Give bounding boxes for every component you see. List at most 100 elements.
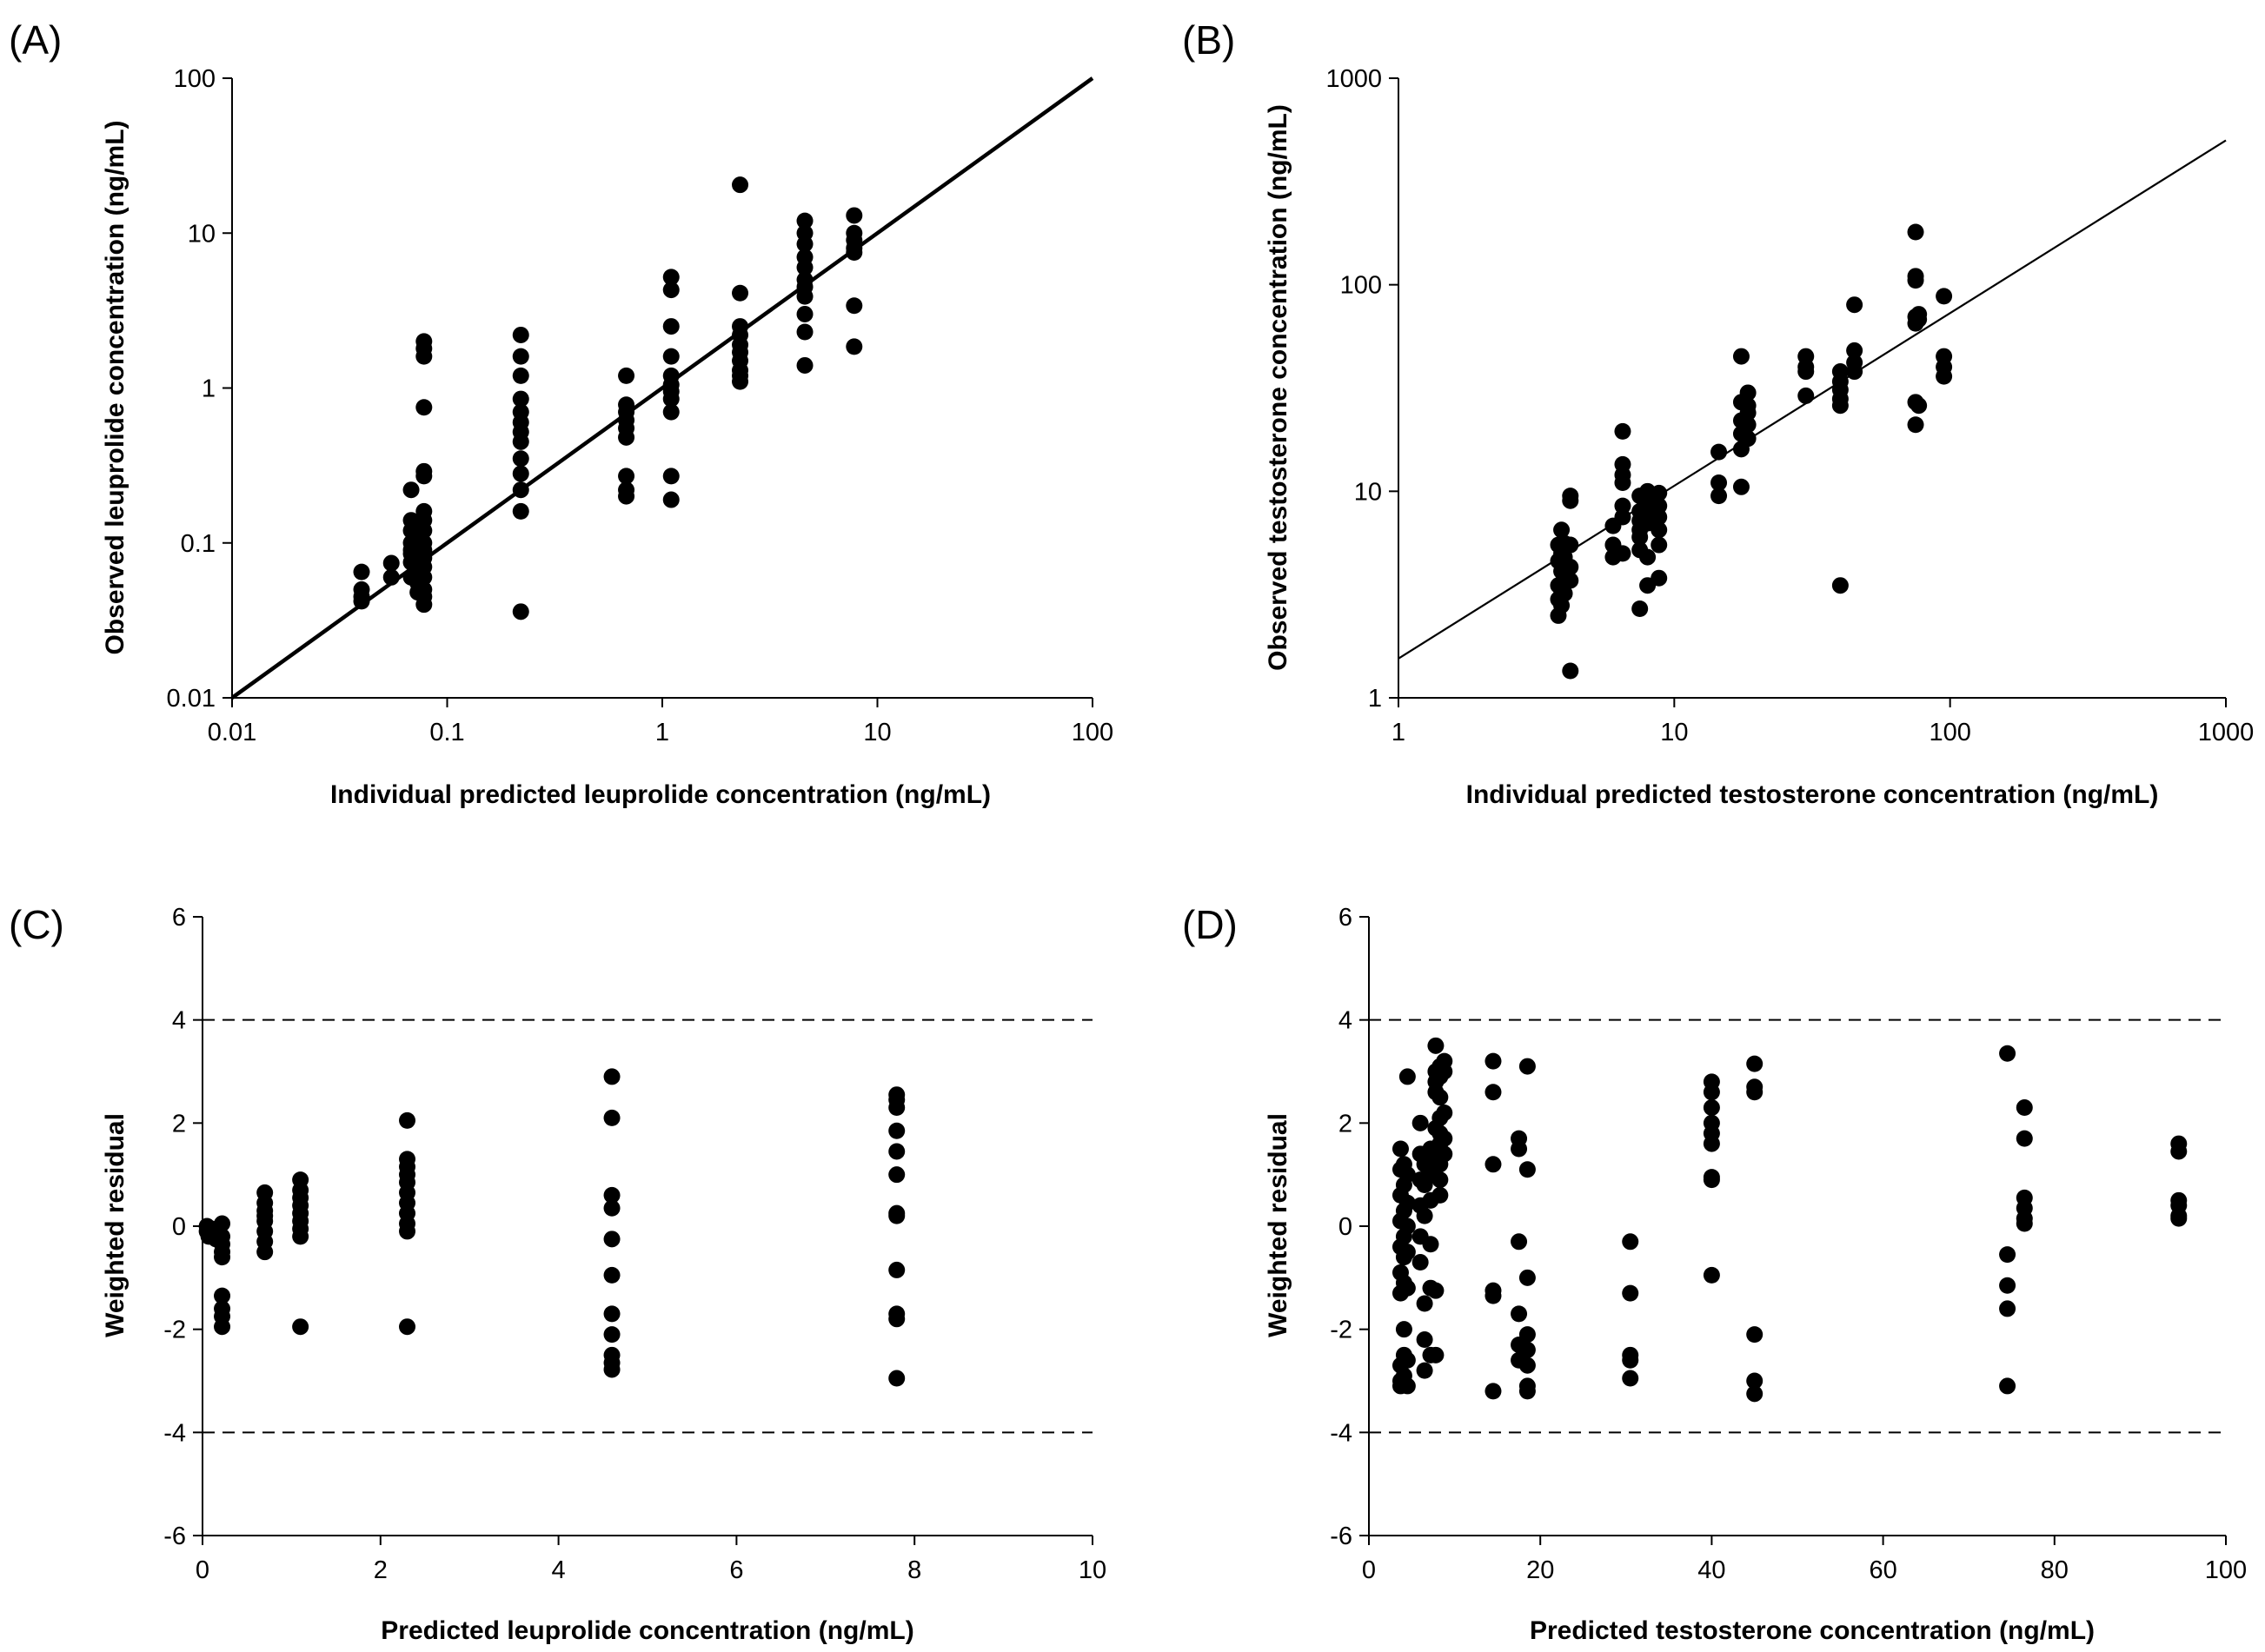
x-tick-label: 100 [1929, 719, 1970, 746]
x-tick-label: 10 [863, 719, 891, 746]
data-point [1846, 342, 1863, 359]
marks: 0.01 0.1 1 10 100 0.01 0.1 1 10 100 [167, 65, 1114, 746]
data-point [512, 481, 529, 499]
x-axis-title: Predicted leuprolide concentration (ng/m… [381, 1616, 913, 1645]
data-point [1398, 1244, 1416, 1261]
data-point [214, 1287, 231, 1304]
x-tick-label: 4 [552, 1556, 566, 1584]
panel-c-leuprolide-weighted-residuals: (C) 0 2 4 6 8 10 -6 -4 -2 0 2 4 6 Predicted leuproli… [9, 902, 1106, 1645]
data-point [618, 428, 635, 446]
data-point [1562, 558, 1579, 575]
data-point [1416, 1362, 1433, 1379]
data-point [1511, 1140, 1528, 1158]
data-point [618, 468, 635, 485]
data-point [603, 1109, 621, 1126]
data-point [1411, 1114, 1429, 1131]
data-point [1739, 384, 1757, 401]
data-point [846, 297, 863, 315]
data-point [1651, 536, 1668, 554]
data-point [214, 1215, 231, 1232]
data-point [1562, 662, 1579, 680]
x-tick-label: 2 [374, 1556, 388, 1584]
data-point [1427, 1346, 1445, 1363]
data-point [1427, 1037, 1445, 1054]
data-point [1797, 387, 1815, 404]
data-point [662, 318, 680, 335]
data-point [888, 1310, 906, 1328]
data-point [1562, 492, 1579, 509]
data-point [353, 593, 370, 610]
data-point [603, 1361, 621, 1378]
y-tick-label: -4 [1330, 1419, 1352, 1447]
data-point [399, 1318, 416, 1336]
data-point [603, 1305, 621, 1323]
data-point [1485, 1084, 1502, 1101]
data-point [888, 1370, 906, 1387]
panel-label: (A) [9, 17, 62, 63]
data-point [1398, 1217, 1416, 1235]
data-point [1622, 1370, 1639, 1387]
data-point [1431, 1089, 1449, 1106]
data-point [1746, 1385, 1764, 1403]
data-point [399, 1111, 416, 1129]
data-point [1999, 1300, 2016, 1317]
data-point [1907, 416, 1924, 434]
y-tick-label: -6 [1330, 1523, 1352, 1550]
data-point [1846, 296, 1863, 314]
y-tick-label: 0.1 [181, 530, 216, 558]
x-tick-label: 1 [655, 719, 669, 746]
data-point [1398, 1377, 1416, 1395]
x-tick-label: 60 [1869, 1556, 1896, 1584]
data-point [1651, 521, 1668, 539]
data-point [1739, 430, 1757, 448]
y-tick-label: 10 [188, 220, 216, 248]
data-point [1999, 1246, 2016, 1264]
data-point [1518, 1357, 1536, 1374]
data-point [1614, 474, 1631, 491]
x-tick-label: 6 [729, 1556, 743, 1584]
y-tick-label: 0 [1338, 1213, 1352, 1241]
data-point [1631, 528, 1649, 546]
data-point [662, 390, 680, 408]
data-point [1732, 348, 1750, 365]
data-point [662, 348, 680, 365]
data-point [1936, 368, 1953, 385]
data-point [1485, 1287, 1502, 1304]
data-point [603, 1068, 621, 1085]
data-point [1562, 572, 1579, 589]
data-point [1936, 288, 1953, 305]
data-point [1746, 1326, 1764, 1343]
data-point [732, 176, 749, 194]
x-axis-title: Individual predicted leuprolide concentr… [330, 780, 991, 809]
data-point [1518, 1269, 1536, 1286]
data-point [1622, 1351, 1639, 1369]
y-tick-label: 10 [1354, 478, 1382, 506]
data-point [1910, 397, 1928, 415]
data-point [512, 502, 529, 520]
data-point [1553, 521, 1571, 539]
data-point [1485, 1156, 1502, 1173]
data-point [292, 1228, 309, 1245]
data-point [214, 1249, 231, 1266]
y-tick-label: 4 [172, 1007, 186, 1035]
y-tick-label: 2 [172, 1110, 186, 1138]
x-tick-label: 0.01 [208, 719, 256, 746]
data-point [415, 568, 433, 586]
data-point [1703, 1171, 1720, 1189]
data-point [2170, 1143, 2188, 1160]
data-point [1999, 1277, 2016, 1294]
x-tick-label: 0 [1362, 1556, 1376, 1584]
data-point [512, 326, 529, 343]
data-point [1392, 1140, 1409, 1158]
x-tick-label: 40 [1697, 1556, 1725, 1584]
data-point [256, 1244, 274, 1261]
x-tick-label: 1 [1392, 719, 1405, 746]
data-point [1518, 1161, 1536, 1178]
data-point [603, 1326, 621, 1343]
y-tick-label: 100 [1340, 272, 1382, 300]
data-point [1710, 474, 1728, 491]
data-point [1398, 1068, 1416, 1085]
data-point [1556, 585, 1573, 602]
data-point [732, 373, 749, 390]
